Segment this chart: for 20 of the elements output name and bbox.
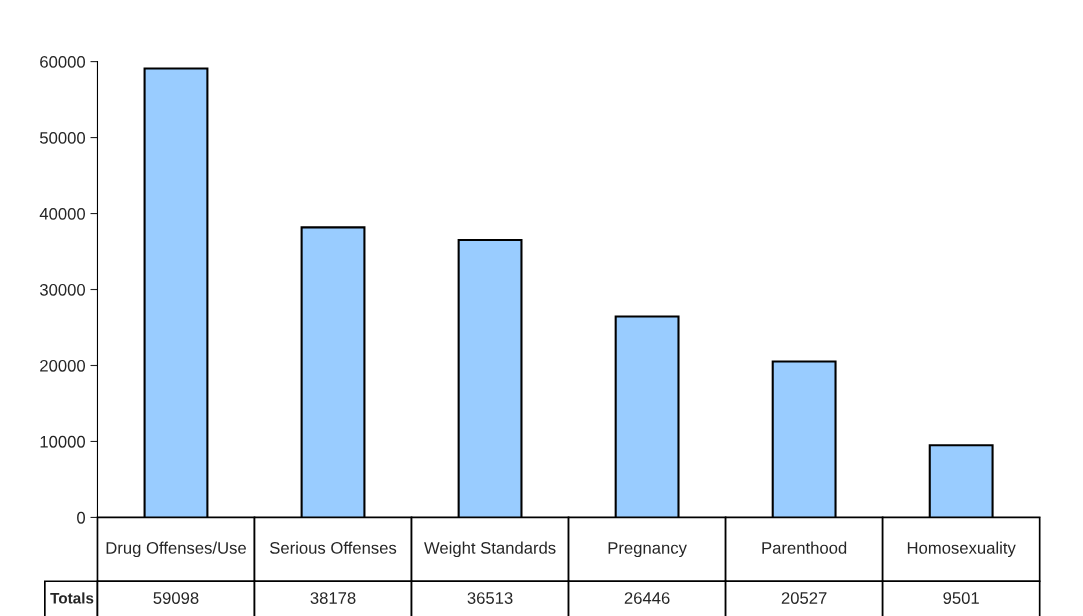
y-tick-label: 50000 — [39, 131, 86, 144]
y-tick-label: 30000 — [39, 283, 86, 296]
y-tick-label: 60000 — [40, 56, 86, 68]
x-tick-label: Homosexuality — [907, 541, 1016, 558]
y-tick-label: 10000 — [40, 435, 86, 448]
data-label: 26446 — [624, 592, 670, 604]
data-label: 9501 — [943, 592, 979, 604]
y-tick-label: 20000 — [40, 359, 86, 372]
x-tick-label: Serious Offenses — [270, 541, 397, 554]
text: Totals — [50, 592, 94, 604]
data-label: 36513 — [467, 592, 513, 604]
data-label: 38178 — [310, 592, 356, 604]
y-tick-label: 40000 — [39, 207, 86, 220]
x-tick-label: Pregnancy — [608, 542, 687, 558]
x-tick-label: Parenthood — [762, 541, 847, 554]
data-label: 59098 — [153, 592, 199, 604]
x-tick-label: Drug Offenses/Use — [106, 541, 246, 558]
data-label: 20527 — [781, 592, 827, 604]
y-tick-label: 0 — [77, 511, 86, 524]
x-tick-label: Weight Standards — [424, 541, 556, 558]
